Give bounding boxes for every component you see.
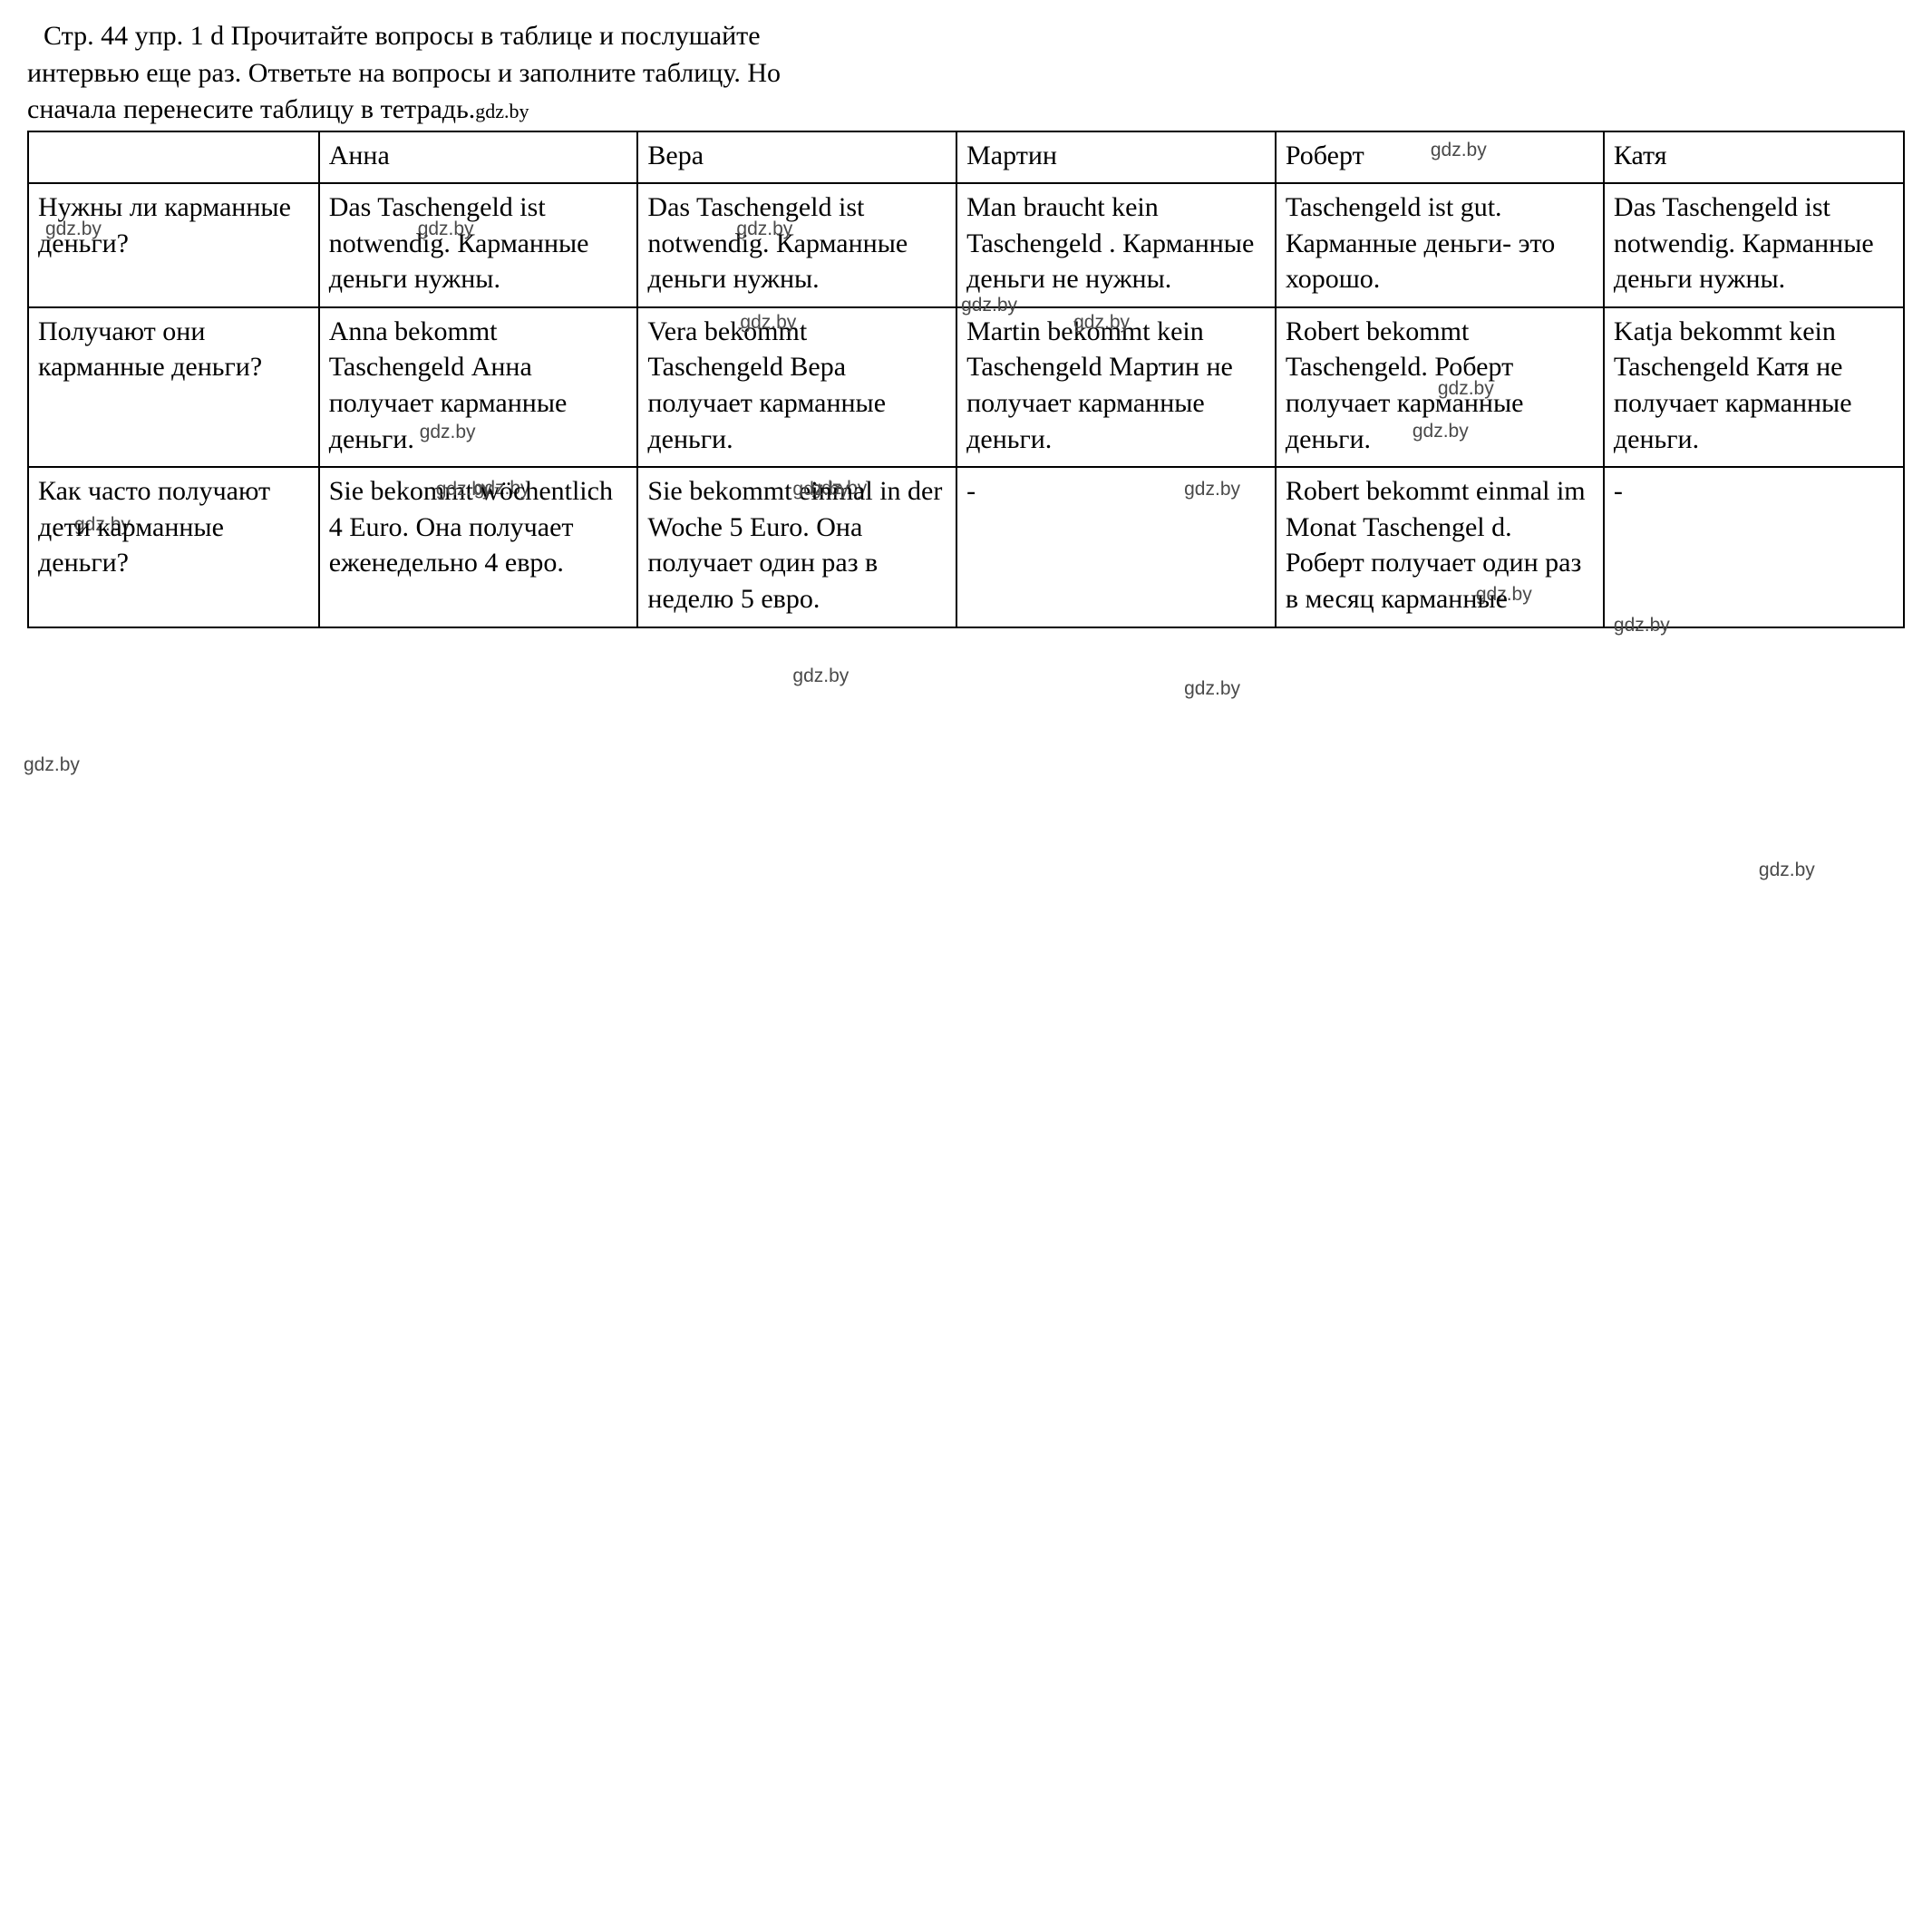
answer-cell: Sie bekommt einmal in der Woche 5 Euro. … [637,467,956,627]
intro-line-2: интервью еще раз. Ответьте на вопросы и … [27,55,1905,92]
answer-cell: Vera bekommt Taschengeld Вера получает к… [637,307,956,467]
intro-line-3-prefix: сначала перенесите таблицу в тетрадь. [27,94,475,124]
watermark: gdz.by [1184,676,1240,702]
exercise-intro: Стр. 44 упр. 1 d Прочитайте вопросы в та… [27,18,1905,129]
watermark: gdz.by [418,217,474,242]
question-cell: Как часто получают дети карманные деньги… [28,467,319,627]
intro-line-3: сначала перенесите таблицу в тетрадь.gdz… [27,92,1905,129]
watermark: gdz.by [1413,419,1469,444]
watermark: gdz.by [1073,310,1130,335]
question-cell: Получают они карманные деньги?gdz.by [28,307,319,467]
table-header-row: АннаВераМартинРобертgdz.byКатя [28,131,1904,184]
header-name: Мартин [956,131,1276,184]
intro-line-3-suffix: gdz.by [475,100,529,122]
watermark: gdz.by [736,217,792,242]
table-row: Нужны ли карманные деньги?gdz.byDas Tasc… [28,183,1904,307]
answer-cell: Man braucht kein Taschengeld . Карманные… [956,183,1276,307]
watermark: gdz.by [436,477,492,502]
header-empty [28,131,319,184]
header-name: Катя [1604,131,1904,184]
answer-cell: -gdz.bygdz.by [956,467,1276,627]
watermark: gdz.by [1184,477,1240,502]
header-name: Вера [637,131,956,184]
answer-cell: Robert bekommt einmal im Monat Taschenge… [1276,467,1604,627]
exercise-table: АннаВераМартинРобертgdz.byКатяНужны ли к… [27,131,1905,628]
answer-cell: Das Taschengeld ist notwendig. Карманные… [1604,183,1904,307]
answer-cell: Robert bekommt Taschengeld. Роберт получ… [1276,307,1604,467]
answer-cell: -gdz.bygdz.by [1604,467,1904,627]
answer-cell: Katja bekommt kein Taschengeld Катя не п… [1604,307,1904,467]
table-row: Получают они карманные деньги?gdz.byAnna… [28,307,1904,467]
answer-cell: Taschengeld ist gut. Карманные деньги- э… [1276,183,1604,307]
answer-cell: Das Taschengeld ist notwendig. Карманные… [319,183,638,307]
answer-cell: Anna bekommt Taschengeld Анна получает к… [319,307,638,467]
answer-cell: Martin bekommt kein Taschengeld Мартин н… [956,307,1276,467]
watermark: gdz.by [792,664,849,689]
watermark: gdz.by [1614,613,1670,638]
watermark: gdz.by [24,753,80,778]
header-name: Анна [319,131,638,184]
watermark: gdz.by [1759,858,1815,883]
header-name: Робертgdz.by [1276,131,1604,184]
table-row: Как часто получают дети карманные деньги… [28,467,1904,627]
watermark: gdz.by [1431,138,1487,163]
watermark: gdz.by [740,310,796,335]
intro-line-1: Стр. 44 упр. 1 d Прочитайте вопросы в та… [27,18,1905,55]
watermark: gdz.by [792,477,849,502]
answer-cell: Sie bekommt wöchentlich 4 Euro. Она полу… [319,467,638,627]
question-cell: Нужны ли карманные деньги?gdz.by [28,183,319,307]
answer-cell: Das Taschengeld ist notwendig. Карманные… [637,183,956,307]
watermark: gdz.by [45,217,102,242]
